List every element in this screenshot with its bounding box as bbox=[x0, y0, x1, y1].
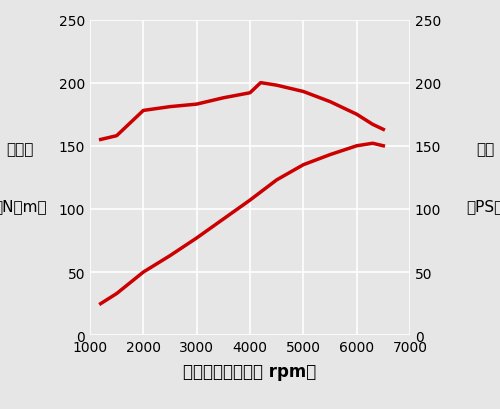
Text: 出力: 出力 bbox=[476, 142, 494, 157]
Text: トルク: トルク bbox=[6, 142, 34, 157]
Text: ［N・m］: ［N・m］ bbox=[0, 199, 47, 214]
X-axis label: エンジン回転数［ rpm］: エンジン回転数［ rpm］ bbox=[184, 362, 316, 380]
Text: ［PS］: ［PS］ bbox=[466, 199, 500, 214]
